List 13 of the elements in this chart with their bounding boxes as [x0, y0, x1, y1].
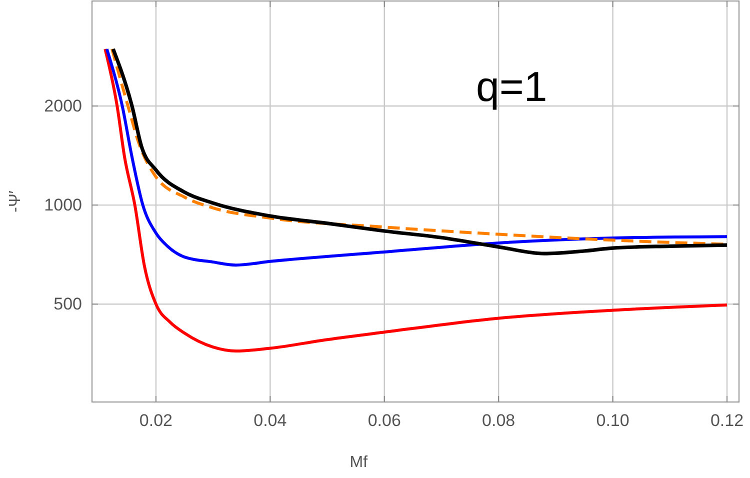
- x-tick-label: 0.10: [596, 411, 630, 430]
- annotation: q=1: [476, 63, 548, 110]
- x-tick-label: 0.04: [254, 411, 287, 430]
- x-tick-label: 0.02: [139, 411, 173, 430]
- y-tick-label: 500: [54, 294, 82, 314]
- x-tick-label: 0.12: [710, 411, 744, 430]
- x-tick-label: 0.08: [482, 411, 516, 430]
- x-axis-title: Mf: [350, 454, 368, 471]
- y-tick-label: 2000: [44, 96, 82, 116]
- y-axis-title: -Ψ′: [7, 190, 24, 212]
- y-tick-label: 1000: [44, 195, 82, 214]
- line-series: [104, 48, 729, 353]
- x-tick-label: 0.06: [368, 411, 401, 430]
